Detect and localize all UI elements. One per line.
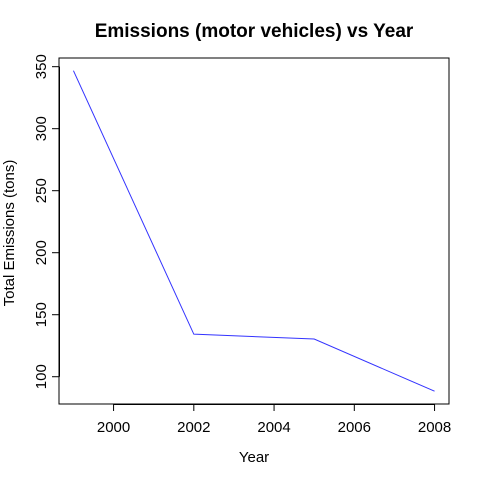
y-tick-label: 350 (33, 54, 50, 79)
y-tick-label: 300 (33, 116, 50, 141)
y-axis: 100 150 200 250 300 350 (33, 54, 60, 389)
y-axis-label: Total Emissions (tons) (1, 160, 18, 307)
y-tick-label: 150 (33, 302, 50, 327)
x-axis: 2000 2002 2004 2006 2008 (97, 404, 451, 436)
chart-title: Emissions (motor vehicles) vs Year (95, 21, 414, 42)
y-tick-label: 100 (33, 364, 50, 389)
series-line (72, 70, 435, 392)
series-group (72, 70, 435, 392)
x-tick-label: 2006 (338, 419, 371, 436)
x-axis-label: Year (239, 449, 269, 466)
x-tick-label: 2004 (257, 419, 290, 436)
x-tick-label: 2008 (418, 419, 451, 436)
x-tick-label: 2002 (177, 419, 210, 436)
y-tick-label: 250 (33, 178, 50, 203)
y-tick-label: 200 (33, 240, 50, 265)
x-tick-label: 2000 (97, 419, 130, 436)
